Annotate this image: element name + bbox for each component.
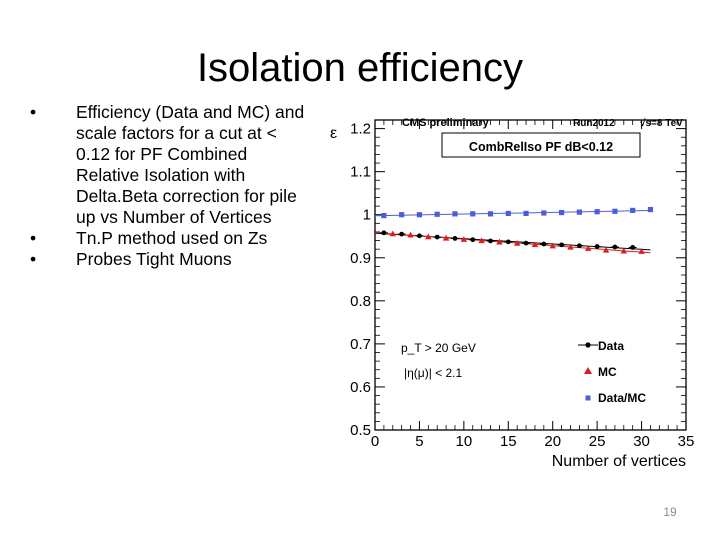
data-point [434, 234, 440, 240]
ratio-point [523, 210, 529, 217]
y-tick-label: 0.7 [350, 336, 371, 353]
ratio-point [594, 209, 600, 215]
fit-layer [374, 210, 651, 254]
bullet-dot: • [30, 102, 37, 122]
cut-annotation-pt: p_T > 20 GeV [401, 341, 476, 355]
plot-frame [374, 119, 687, 431]
data-point [576, 243, 582, 249]
ratio-point [541, 210, 547, 216]
bullet-item: • Probes Tight Muons [30, 249, 315, 270]
legend-mc-label: MC [598, 365, 617, 379]
y-tick-label: 0.6 [350, 379, 371, 396]
ratio-point [647, 206, 654, 213]
legend-mc-marker [584, 367, 592, 374]
y-tick-label: 1.2 [350, 121, 371, 138]
mc-point [602, 246, 610, 253]
x-axis-label: Number of vertices [552, 453, 686, 470]
ratio-point [487, 211, 494, 217]
mc-point [389, 230, 396, 237]
x-tick-label: 0 [371, 433, 379, 450]
data-point [559, 242, 564, 248]
ratio-point [559, 209, 565, 216]
x-tick-label: 10 [456, 433, 473, 450]
data-point [523, 240, 529, 246]
mc-point [567, 243, 574, 250]
mc-point [425, 233, 432, 240]
y-tick-label: 1.1 [350, 164, 371, 181]
legend-ratio-label: Data/MC [598, 391, 646, 405]
x-tick-label: 5 [415, 433, 423, 450]
tick-layer: 0 5 10 15 20 25 30 35 0.5 0.6 0.7 0.8 0.9 1 1.1 1.2 [350, 120, 694, 450]
bullet-text: Tn.P method used on Zs [76, 228, 268, 248]
data-point [488, 238, 493, 244]
mc-point [638, 248, 645, 254]
legend-data-label: Data [598, 339, 624, 353]
mc-point [531, 241, 539, 248]
bullet-item: • Efficiency (Data and MC) and scale fact… [30, 102, 315, 228]
y-axis-label: ε [330, 125, 337, 142]
ratio-point [505, 210, 511, 217]
x-tick-label: 20 [544, 433, 561, 450]
bullet-item: • Tn.P method used on Zs [30, 228, 315, 249]
ratio-point [612, 208, 618, 214]
ratio-point [381, 212, 387, 219]
data-point [612, 244, 618, 250]
data-point [505, 239, 511, 245]
y-tick-label: 0.5 [350, 422, 371, 439]
bullet-text: Efficiency (Data and MC) and scale facto… [76, 102, 305, 227]
marks-layer [379, 206, 654, 254]
legend-data-marker [585, 342, 591, 348]
ratio-point [416, 212, 423, 218]
data-point [630, 245, 636, 250]
data-point [399, 231, 405, 237]
slide-title: Isolation efficiency [196, 46, 524, 90]
mc-point [549, 242, 556, 249]
y-tick-label: 0.9 [350, 250, 371, 267]
ratio-point [434, 211, 440, 217]
bullet-list: • Efficiency (Data and MC) and scale fact… [30, 102, 315, 270]
legend-ratio-marker [585, 395, 591, 401]
mc-point [585, 245, 592, 251]
mc-point [620, 247, 627, 254]
bullet-dot: • [30, 249, 37, 269]
x-tick-label: 25 [589, 433, 606, 450]
mc-point [513, 239, 521, 246]
fit-line-datamc [374, 210, 651, 217]
x-tick-label: 30 [633, 433, 650, 450]
page-number: 19 [663, 505, 677, 519]
y-tick-label: 1 [363, 207, 371, 224]
x-tick-label: 35 [678, 433, 695, 450]
mc-point [407, 231, 414, 238]
x-tick-label: 15 [500, 433, 517, 450]
y-tick-label: 0.8 [350, 293, 371, 310]
plot-area-frame [374, 119, 687, 431]
data-point [452, 236, 458, 241]
chart-header-left: CMS preliminary [402, 117, 490, 129]
cut-annotation-eta: |η(μ)| < 2.1 [404, 366, 462, 380]
mc-point [460, 236, 468, 242]
cut-label-box [441, 132, 641, 158]
ratio-point [630, 207, 636, 214]
bullet-dot: • [30, 228, 37, 248]
chart-header-right: √s=8 TeV [640, 118, 683, 129]
data-point [470, 237, 476, 243]
data-point [594, 244, 600, 249]
legend: Data MC Data/MC [578, 339, 646, 405]
chart-header-mid: Run2012 [573, 118, 615, 129]
bullet-text: Probes Tight Muons [76, 249, 232, 269]
data-point [417, 233, 422, 239]
mc-point [478, 237, 485, 244]
mc-point [442, 234, 450, 241]
data-point [541, 241, 547, 247]
ratio-point [576, 209, 582, 215]
cut-label-text: CombRelIso PF dB<0.12 [469, 140, 613, 154]
data-point [381, 230, 387, 236]
ratio-point [452, 211, 458, 217]
ratio-point [470, 211, 476, 217]
mc-point [496, 238, 503, 245]
ratio-point [399, 212, 405, 218]
